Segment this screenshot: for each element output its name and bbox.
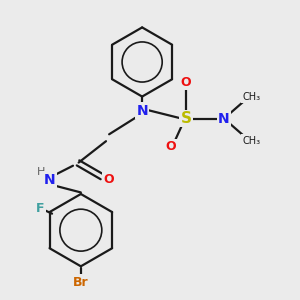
Text: O: O [165,140,176,153]
Text: N: N [136,104,148,118]
Text: F: F [36,202,44,215]
Text: N: N [218,112,230,126]
Text: N: N [44,173,55,187]
Text: CH₃: CH₃ [242,136,261,146]
Text: S: S [181,111,192,126]
Text: Br: Br [73,275,89,289]
Text: O: O [104,173,114,186]
Text: O: O [181,76,191,89]
Text: H: H [38,167,46,177]
Text: CH₃: CH₃ [242,92,261,102]
